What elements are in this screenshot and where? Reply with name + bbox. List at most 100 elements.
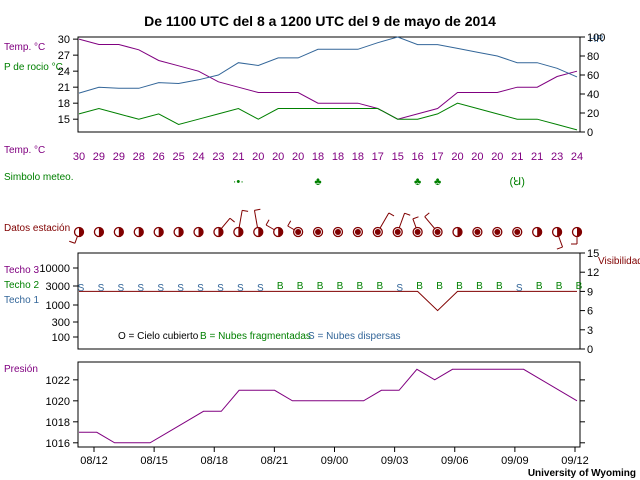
cloud-code: S — [177, 283, 184, 294]
station-model — [213, 217, 235, 238]
visibility-line — [79, 290, 577, 312]
visibility-y-tick-label: 12 — [587, 267, 599, 279]
station-model — [571, 226, 583, 245]
cloud-code: B — [456, 281, 463, 292]
visibility-axis-label: Visibilidad — [598, 256, 640, 267]
ceiling-y-tick-label: 300 — [52, 317, 70, 329]
station-model — [287, 220, 304, 238]
temp-row-value: 30 — [73, 151, 85, 163]
cloud-cover-fill — [394, 229, 401, 235]
cloud-cover-fill — [118, 227, 124, 237]
cloud-code: B — [496, 281, 503, 292]
x-tick-label: 09/06 — [441, 455, 469, 467]
temp-row-value: 26 — [153, 151, 165, 163]
rh-y-tick-label: 20 — [587, 108, 599, 120]
pressure-line — [79, 368, 578, 444]
cloud-code: S — [237, 283, 244, 294]
visibility-y-ticks: 0 3 6 9 12 15 — [580, 248, 599, 356]
temp-row-label: Temp. °C — [4, 145, 45, 156]
cloud-cover-fill — [315, 229, 322, 235]
station-model — [193, 226, 204, 238]
x-tick-label: 08/21 — [261, 455, 289, 467]
cloud-cover-fill — [457, 227, 462, 237]
cloud-cover-fill — [98, 227, 104, 237]
station-model — [332, 226, 344, 238]
station-model — [253, 208, 264, 238]
x-tick-label: 08/12 — [80, 455, 108, 467]
cloud-cover-fill — [79, 227, 84, 237]
ceiling-y-tick-label: 10000 — [39, 263, 70, 275]
cloud-code: B — [357, 281, 364, 292]
x-tick-label: 08/18 — [200, 455, 228, 467]
cloud-cover-fill — [577, 227, 582, 237]
temp-row-value: 20 — [252, 151, 264, 163]
station-row-label: Datos estación — [4, 223, 70, 234]
pressure-y-tick-label: 1016 — [46, 438, 70, 450]
dewpoint-line — [78, 102, 578, 131]
wind-barb-feather — [412, 216, 419, 220]
cloud-code: S — [516, 283, 523, 294]
temp-y-tick-label: 21 — [58, 82, 70, 94]
cloud-code: S — [137, 283, 144, 294]
weather-symbols-row: ·•· ♣ ♣ ♣ (Ꞟ) — [233, 176, 525, 188]
x-tick-label: 08/15 — [140, 455, 168, 467]
legend-entry: B = Nubes fragmentadas — [200, 331, 311, 342]
pressure-y-tick-label: 1022 — [46, 375, 70, 387]
station-model — [113, 226, 124, 238]
source-credit: University of Wyoming — [528, 468, 636, 479]
wind-barb-feather — [424, 212, 430, 218]
cloud-cover-fill — [198, 227, 204, 237]
temp-row-value: 23 — [551, 151, 563, 163]
temp-row-value: 24 — [192, 151, 204, 163]
legend-entry: O = Cielo cubierto — [118, 331, 199, 342]
temp-row-value: 25 — [172, 151, 184, 163]
station-model — [452, 226, 463, 238]
wind-barb-feather — [229, 217, 235, 223]
ceiling-y-tick-label: 100 — [52, 332, 70, 344]
temp-row-value: 20 — [451, 151, 463, 163]
visibility-y-tick-label: 9 — [587, 286, 593, 298]
rh-y-tick-label: 100 — [587, 32, 605, 44]
temp-panel-lines — [78, 36, 578, 131]
dewpoint-axis-label: P de rocio °C — [4, 62, 63, 73]
cloud-code: B — [317, 281, 324, 292]
weather-symbol: ♣ — [434, 176, 441, 188]
weather-symbol: ♣ — [314, 176, 321, 188]
rh-y-tick-label: 60 — [587, 70, 599, 82]
cloud-code: S — [98, 283, 105, 294]
weather-symbol: ♣ — [414, 176, 421, 188]
temp-row-value: 17 — [372, 151, 384, 163]
cloud-cover-fill — [354, 229, 361, 235]
cloud-cover-fill — [158, 227, 164, 237]
cloud-cover-fill — [414, 229, 421, 235]
cloud-cover-fill — [334, 229, 341, 235]
cloud-code: B — [536, 281, 543, 292]
station-model — [551, 226, 564, 250]
pressure-panel-lines — [79, 368, 578, 444]
cloud-cover-fill — [474, 229, 481, 235]
station-model — [472, 226, 483, 238]
cloud-cover-fill — [238, 227, 243, 237]
visibility-y-tick-label: 6 — [587, 306, 593, 318]
cloud-code: S — [197, 283, 204, 294]
cloud-cover-fill — [278, 227, 283, 237]
station-models-row — [69, 208, 583, 250]
temp-row-value: 15 — [392, 151, 404, 163]
x-tick-label: 09/09 — [501, 455, 529, 467]
ceiling-y-tick-label: 3000 — [46, 281, 70, 293]
cloud-code: S — [217, 283, 224, 294]
wind-barb-feather — [388, 212, 395, 217]
station-model — [352, 226, 364, 238]
pressure-y-tick-label: 1018 — [46, 417, 70, 429]
cloud-cover-fill — [434, 229, 441, 235]
pressure-y-ticks: 1016 1018 1020 1022 — [46, 375, 585, 450]
ceiling-y-ticks: 100 300 1000 3000 10000 — [39, 263, 78, 344]
station-model — [532, 226, 543, 238]
cloud-code: S — [78, 283, 85, 294]
temp-y-tick-label: 15 — [58, 114, 70, 126]
wind-barb-feather — [556, 246, 563, 250]
weather-symbol: ·•· — [233, 176, 244, 188]
weather-symbol: (Ꞟ) — [510, 176, 525, 188]
visibility-y-tick-label: 0 — [587, 344, 593, 356]
x-tick-label: 09/12 — [561, 455, 589, 467]
